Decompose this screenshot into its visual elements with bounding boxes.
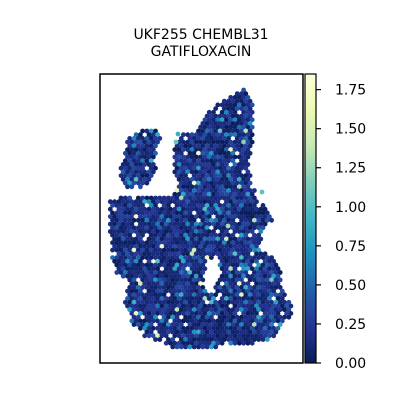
spot-point	[233, 341, 238, 346]
spot-point	[196, 345, 201, 350]
spot-point	[246, 341, 251, 346]
spot-point	[226, 224, 231, 229]
spot-point	[145, 181, 150, 186]
spot-point	[179, 345, 184, 350]
spot-point	[250, 341, 255, 346]
spot-point	[183, 345, 188, 350]
colorbar-axis: 0.00 0.25 0.50 0.75 1.00 1.25 1.50 1.75	[316, 83, 366, 372]
spot-point	[192, 345, 197, 350]
spot-point	[209, 345, 214, 350]
spot-point	[175, 345, 180, 350]
colorbar-tick-label: 0.75	[335, 239, 366, 255]
spot-point	[121, 274, 126, 279]
spot-point	[269, 218, 274, 223]
chart-title-line-1: UKF255 CHEMBL31	[133, 27, 268, 43]
spot-point	[138, 326, 143, 331]
spot-point	[164, 341, 169, 346]
spot-point	[188, 345, 193, 350]
spot-point	[170, 345, 175, 350]
spot-point	[125, 184, 130, 189]
spot-point	[147, 333, 152, 338]
spot-point	[241, 341, 246, 346]
colorbar-tick-label: 1.50	[335, 122, 366, 138]
spot-point	[286, 315, 291, 320]
colorbar-tick-label: 0.00	[335, 356, 366, 372]
spot-point	[153, 337, 158, 342]
spot-point	[260, 190, 265, 195]
colorbar-tick-label: 1.75	[335, 83, 366, 99]
spot-point	[129, 184, 134, 189]
spot-point	[261, 337, 266, 342]
chart-title-line-2: GATIFLOXACIN	[151, 44, 252, 60]
spot-point	[265, 337, 270, 342]
spot-point	[114, 270, 119, 275]
spot-point	[110, 248, 115, 253]
colorbar	[305, 74, 316, 363]
colorbar-tick-label: 0.50	[335, 278, 366, 294]
spot-point	[132, 322, 137, 327]
colorbar-tick-label: 0.25	[335, 317, 366, 333]
spot-point	[174, 140, 179, 145]
spot-point	[271, 333, 276, 338]
colorbar-tick-label: 1.00	[335, 200, 366, 216]
spot-point	[209, 255, 214, 260]
spot-point	[142, 333, 147, 338]
spot-point	[237, 341, 242, 346]
spot-point	[138, 184, 143, 189]
spot-layer	[108, 88, 293, 350]
spot-point	[200, 345, 205, 350]
colorbar-tick-label: 1.25	[335, 161, 366, 177]
spot-point	[157, 337, 162, 342]
spot-point	[176, 132, 181, 137]
spot-point	[213, 345, 218, 350]
spot-point	[205, 345, 210, 350]
spot-point	[220, 341, 225, 346]
spot-point	[228, 341, 233, 346]
spot-point	[256, 337, 261, 342]
